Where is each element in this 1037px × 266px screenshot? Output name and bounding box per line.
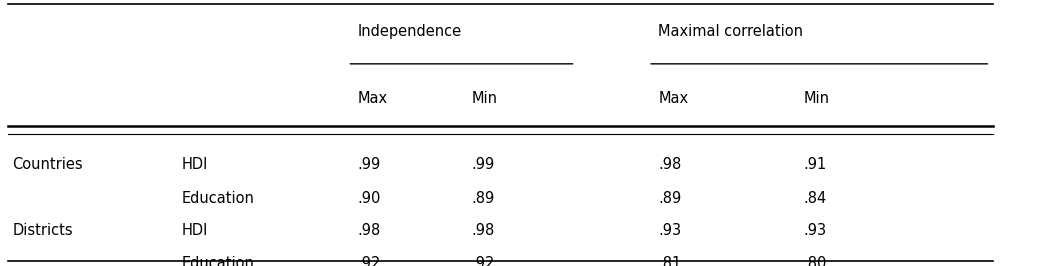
Text: .93: .93 xyxy=(658,223,681,238)
Text: .89: .89 xyxy=(472,191,495,206)
Text: .98: .98 xyxy=(658,157,681,172)
Text: Max: Max xyxy=(658,91,689,106)
Text: Countries: Countries xyxy=(12,157,83,172)
Text: .84: .84 xyxy=(804,191,826,206)
Text: .99: .99 xyxy=(472,157,495,172)
Text: .89: .89 xyxy=(658,191,681,206)
Text: .91: .91 xyxy=(804,157,826,172)
Text: Education: Education xyxy=(181,191,254,206)
Text: Independence: Independence xyxy=(358,24,461,39)
Text: .99: .99 xyxy=(358,157,381,172)
Text: .90: .90 xyxy=(358,191,382,206)
Text: .93: .93 xyxy=(804,223,826,238)
Text: Min: Min xyxy=(804,91,830,106)
Text: .92: .92 xyxy=(472,256,496,266)
Text: Education: Education xyxy=(181,256,254,266)
Text: HDI: HDI xyxy=(181,223,207,238)
Text: .98: .98 xyxy=(358,223,381,238)
Text: .81: .81 xyxy=(658,256,681,266)
Text: Max: Max xyxy=(358,91,388,106)
Text: Districts: Districts xyxy=(12,223,73,238)
Text: .92: .92 xyxy=(358,256,382,266)
Text: Maximal correlation: Maximal correlation xyxy=(658,24,804,39)
Text: .98: .98 xyxy=(472,223,495,238)
Text: Min: Min xyxy=(472,91,498,106)
Text: .80: .80 xyxy=(804,256,828,266)
Text: HDI: HDI xyxy=(181,157,207,172)
